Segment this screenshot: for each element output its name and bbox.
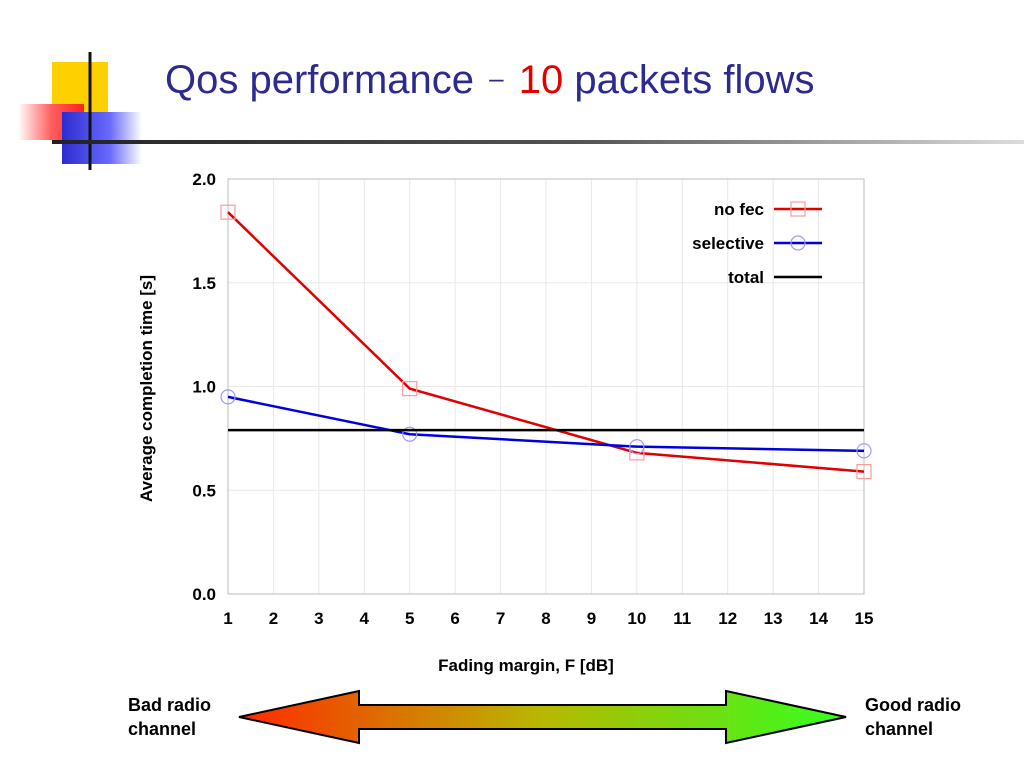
bad-radio-line2: channel [128,719,197,739]
title-number: 10 [518,58,564,102]
x-tick-label-8: 8 [541,609,550,628]
good-radio-line1: Good radio [865,695,961,715]
plot-frame [227,178,865,595]
x-tick-label-11: 11 [673,609,691,628]
slide-logo [18,52,142,170]
good-radio-line2: channel [865,719,934,739]
x-tick-label-1: 1 [223,609,232,628]
series-line-selective [227,395,865,453]
x-tick-label-13: 13 [764,609,783,628]
legend-marker-no-fec [790,201,806,217]
y-tick-label-4: 2.0 [192,170,216,189]
y-tick-label-3: 1.5 [192,274,216,293]
x-tick-label-3: 3 [314,609,323,628]
x-tick-label-12: 12 [718,609,737,628]
point-selective-1 [402,426,418,442]
bad-radio-label: Bad radio channel [128,693,211,741]
y-tick-label-1: 0.5 [192,481,216,500]
point-no-fec-3 [856,463,872,480]
x-tick-label-14: 14 [809,609,828,628]
logo-blue-bar [62,112,142,164]
point-selective-0 [220,389,236,405]
legend-marker-selective [790,235,806,251]
point-selective-3 [856,443,872,459]
title-main: Qos performance [165,58,475,102]
legend-label-no-fec: no fec [714,200,764,219]
bad-radio-line1: Bad radio [128,695,212,715]
radio-quality-double-arrow [238,689,847,745]
slide-title: Qos performance – 10 packets flows [165,48,814,108]
title-dash: – [489,63,504,93]
x-tick-label-7: 7 [496,609,505,628]
y-tick-label-2: 1.0 [192,378,216,397]
x-tick-label-15: 15 [855,609,874,628]
point-no-fec-0 [220,204,236,220]
y-tick-label-0: 0.0 [192,585,216,604]
title-rest: packets flows [574,58,815,102]
x-tick-label-5: 5 [405,609,414,628]
x-tick-label-10: 10 [627,609,646,628]
legend-label-selective: selective [692,234,764,253]
y-axis-label: Average completion time [s] [137,275,156,502]
x-tick-label-6: 6 [450,609,459,628]
point-no-fec-1 [402,380,418,397]
good-radio-label: Good radio channel [865,693,961,741]
title-underline [52,140,1024,144]
legend-label-total: total [728,268,764,287]
x-axis-label: Fading margin, F [dB] [438,656,614,675]
series-line-no-fec [227,211,865,473]
x-tick-label-4: 4 [360,609,370,628]
x-tick-label-2: 2 [269,609,278,628]
line-chart: 0.00.51.01.52.01 2 3 4 5 6 7 8 9 10 11 12 13 14 15Fadi… [137,170,874,675]
x-tick-label-9: 9 [587,609,596,628]
point-selective-2 [629,439,645,455]
